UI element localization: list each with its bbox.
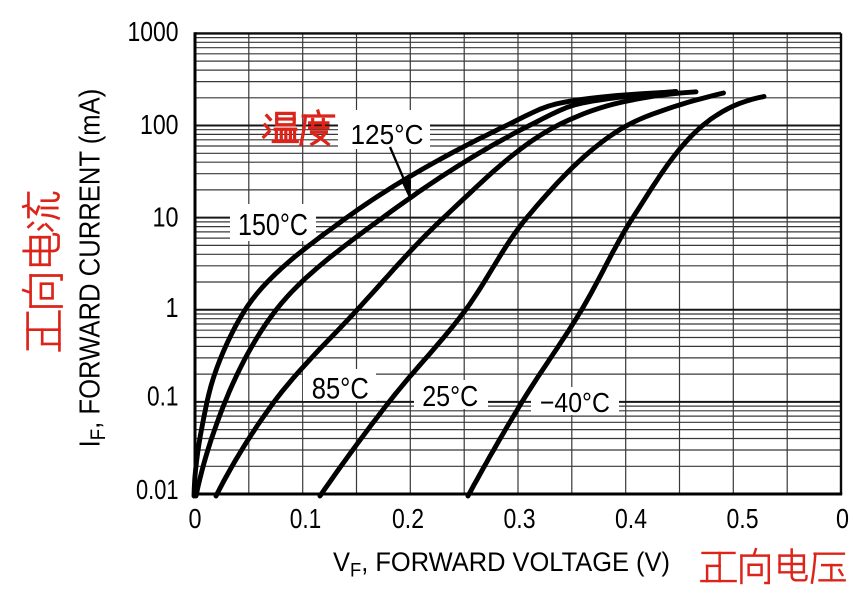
svg-text:−40°C: −40°C [540, 387, 610, 418]
svg-text:0: 0 [189, 503, 202, 534]
svg-text:0.1: 0.1 [290, 503, 322, 534]
svg-text:150°C: 150°C [238, 207, 308, 242]
svg-text:1: 1 [166, 292, 179, 323]
svg-text:125°C: 125°C [351, 119, 424, 150]
svg-text:0: 0 [836, 503, 849, 534]
svg-text:0.3: 0.3 [504, 503, 536, 534]
svg-text:0.2: 0.2 [392, 503, 424, 534]
svg-text:1000: 1000 [128, 16, 179, 47]
svg-text:0.5: 0.5 [727, 503, 759, 534]
svg-text:0.4: 0.4 [615, 503, 647, 534]
svg-text:IF, FORWARD CURRENT (mA): IF, FORWARD CURRENT (mA) [73, 89, 110, 448]
svg-text:0.01: 0.01 [136, 474, 179, 505]
svg-text:0.1: 0.1 [147, 381, 179, 412]
svg-text:25°C: 25°C [422, 381, 478, 413]
svg-text:100: 100 [140, 109, 179, 140]
svg-text:85°C: 85°C [312, 373, 369, 406]
svg-text:10: 10 [153, 202, 179, 233]
svg-text:VF, FORWARD VOLTAGE (V): VF, FORWARD VOLTAGE (V) [333, 546, 670, 581]
